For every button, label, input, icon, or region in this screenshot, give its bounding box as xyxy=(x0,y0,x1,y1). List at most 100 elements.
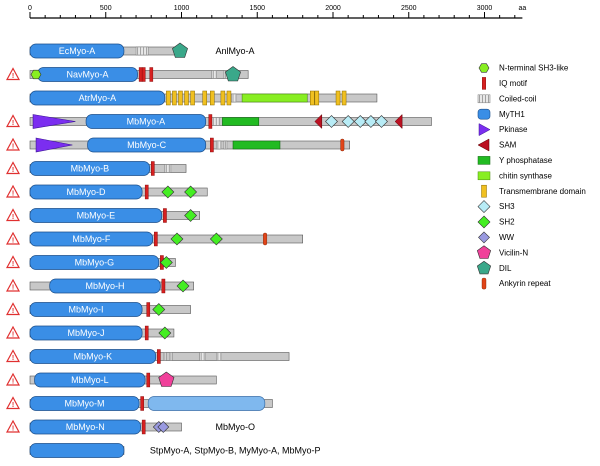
legend-sh3-icon xyxy=(477,200,491,214)
sh3-domain xyxy=(341,115,355,128)
warning-icon: ! xyxy=(5,255,21,269)
legend-label: Ankyrin repeat xyxy=(499,279,551,288)
transmembrane-domain xyxy=(178,90,183,106)
protein-name: MbMyo-B xyxy=(71,163,110,173)
warning-icon: ! xyxy=(5,208,21,222)
iq-motif xyxy=(141,419,146,435)
coiled-coil xyxy=(135,46,149,56)
warning-mark: ! xyxy=(12,237,14,244)
legend-y-phosphatase-icon xyxy=(477,156,491,165)
warning-mark: ! xyxy=(12,378,14,385)
sh2-domain xyxy=(159,256,173,269)
legend-dil-icon xyxy=(476,260,492,275)
warning-icon: ! xyxy=(5,349,21,363)
y-phosphatase-domain xyxy=(222,117,260,126)
myth1-domain xyxy=(29,161,151,176)
iq-motif xyxy=(150,161,155,176)
legend-label: Pkinase xyxy=(499,125,528,134)
legend-label: SAM xyxy=(499,141,517,150)
warning-mark: ! xyxy=(12,167,14,174)
axis-tick-label: 2000 xyxy=(325,5,341,12)
warning-triangle xyxy=(5,231,21,245)
legend-iq-icon xyxy=(482,77,487,90)
iq-motif xyxy=(149,67,154,82)
transmembrane-domain xyxy=(202,90,207,106)
warning-mark: ! xyxy=(12,261,14,268)
warning-icon: ! xyxy=(5,302,21,316)
myth1-domain xyxy=(29,90,166,106)
myth1-domain xyxy=(29,396,140,411)
iq-motif xyxy=(157,349,161,364)
warning-triangle xyxy=(5,349,21,363)
coiled-coil xyxy=(231,93,237,103)
iq-motif xyxy=(161,278,166,294)
coiled-coil xyxy=(199,352,206,361)
protein-name: MbMyo-L xyxy=(71,375,109,385)
warning-triangle xyxy=(5,137,21,151)
sh2-domain xyxy=(152,303,166,316)
warning-triangle xyxy=(5,278,21,292)
warning-mark: ! xyxy=(12,284,14,291)
protein-name: EcMyo-A xyxy=(59,46,96,56)
transmembrane-domain xyxy=(210,90,215,106)
legend-sh2-icon xyxy=(477,215,491,229)
myth1-domain xyxy=(29,43,125,59)
dil-domain xyxy=(225,66,241,82)
protein-name: MbMyo-C xyxy=(127,140,167,150)
iq-motif xyxy=(208,114,213,129)
iq-motif xyxy=(141,67,146,82)
legend-label: IQ motif xyxy=(499,79,528,88)
iq-motif xyxy=(146,302,151,317)
protein-name: MbMyo-F xyxy=(72,234,111,244)
legend-transmembrane-icon xyxy=(481,184,487,198)
legend-ww-icon xyxy=(478,231,490,244)
warning-triangle xyxy=(5,161,21,175)
sh2-domain xyxy=(176,279,190,293)
legend-sam-icon xyxy=(477,138,490,152)
iq-motif xyxy=(140,396,144,411)
coiled-coil xyxy=(216,140,222,150)
sh2-domain xyxy=(158,326,172,340)
iq-motif xyxy=(154,231,158,247)
myth1-domain xyxy=(29,208,163,223)
coiled-coil xyxy=(211,70,217,79)
protein-name: MbMyo-I xyxy=(69,304,104,314)
warning-triangle xyxy=(5,372,21,386)
legend-label: MyTH1 xyxy=(499,110,525,119)
sam-domain xyxy=(314,113,323,130)
protein-name: MbMyo-E xyxy=(77,210,116,220)
warning-icon: ! xyxy=(5,419,21,433)
myth1-domain xyxy=(29,302,143,317)
axis-tick-label: 500 xyxy=(100,5,112,12)
sh3-domain xyxy=(353,115,367,128)
legend-sh3-like-icon xyxy=(478,63,490,73)
axis-tick-label: 1500 xyxy=(249,5,265,12)
warning-icon: ! xyxy=(5,161,21,175)
warning-triangle xyxy=(5,255,21,269)
warning-triangle xyxy=(5,184,21,198)
transmembrane-domain xyxy=(220,90,226,106)
protein-name: AtrMyo-A xyxy=(79,93,117,103)
transmembrane-domain xyxy=(310,90,315,106)
myth1-domain xyxy=(29,184,143,200)
warning-icon: ! xyxy=(5,278,21,292)
sam-domain xyxy=(394,113,403,130)
legend-label: Vicilin-N xyxy=(499,248,528,257)
sh2-domain xyxy=(161,185,175,199)
vicilin-n-domain xyxy=(158,371,175,387)
transmembrane-domain xyxy=(314,90,320,106)
sh3-domain xyxy=(325,115,338,128)
myth1-domain xyxy=(29,419,141,435)
transmembrane-domain xyxy=(166,90,171,106)
warning-mark: ! xyxy=(12,331,14,338)
warning-triangle xyxy=(5,208,21,222)
legend-vicilin-n-icon xyxy=(476,245,492,259)
pkinase-domain xyxy=(35,137,73,153)
myth1-domain xyxy=(29,443,125,458)
warning-icon: ! xyxy=(5,372,21,386)
ankyrin-repeat xyxy=(263,232,268,246)
axis-unit-label: aa xyxy=(518,5,526,12)
iq-motif xyxy=(144,184,149,200)
warning-triangle xyxy=(5,325,21,339)
myth1-domain xyxy=(34,372,146,388)
